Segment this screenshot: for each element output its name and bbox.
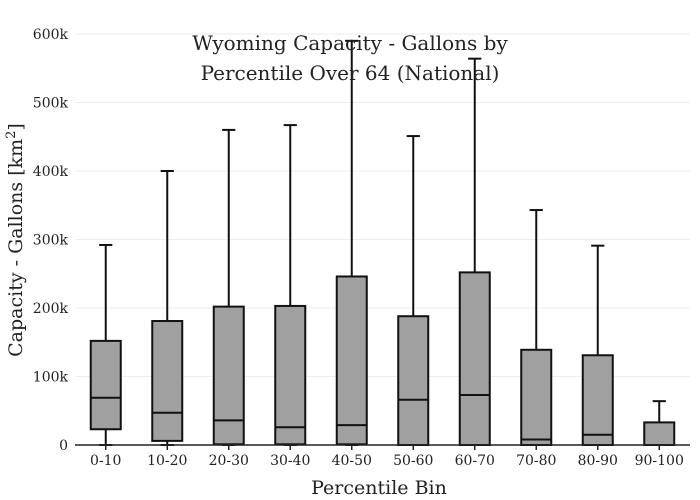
x-tick-label: 80-90	[578, 453, 618, 469]
box-80-90	[581, 244, 614, 447]
box-20-30	[212, 128, 245, 446]
box-40-50	[335, 39, 368, 446]
y-axis-title: Capacity - Gallons [km2]	[4, 123, 27, 357]
box-70-80	[520, 209, 553, 446]
x-tick-label: 90-100	[635, 453, 684, 469]
box-series	[89, 39, 676, 447]
iqr-box	[212, 305, 245, 446]
x-tick-labels: 0-10 10-20 20-30 30-40 40-50 50-60 60-70 70-80 8…	[90, 445, 684, 469]
x-tick-label: 60-70	[455, 453, 495, 469]
x-axis-title: Percentile Bin	[311, 477, 447, 499]
box-30-40	[274, 124, 307, 446]
x-tick-label: 30-40	[270, 453, 310, 469]
box-60-70	[458, 57, 491, 446]
chart-title-line-2: Percentile Over 64 (National)	[201, 61, 500, 85]
x-tick-label: 20-30	[209, 453, 249, 469]
box-10-20	[151, 170, 184, 446]
box-0-10	[89, 243, 122, 446]
y-tick-label: 200k	[33, 301, 69, 317]
iqr-box	[397, 315, 430, 446]
x-tick-label: 50-60	[393, 453, 433, 469]
iqr-box	[520, 348, 553, 446]
y-tick-label: 400k	[33, 164, 69, 180]
box-50-60	[397, 135, 430, 446]
iqr-box	[581, 354, 614, 447]
x-tick-label: 10-20	[147, 453, 187, 469]
iqr-box	[89, 339, 122, 431]
iqr-box	[335, 275, 368, 446]
x-tick-label: 70-80	[516, 453, 556, 469]
y-axis-title-end: ]	[5, 123, 27, 130]
y-tick-label: 100k	[33, 370, 69, 386]
iqr-box	[151, 320, 184, 442]
y-tick-label: 300k	[33, 233, 69, 249]
chart-title-line-1: Wyoming Capacity - Gallons by	[192, 31, 508, 55]
y-axis-title-main: Capacity - Gallons [km	[5, 139, 27, 357]
y-tick-label: 600k	[33, 27, 69, 43]
y-tick-label: 500k	[33, 96, 69, 112]
y-axis-title-superscript: 2	[4, 131, 19, 139]
box-90-100	[643, 400, 676, 446]
iqr-box	[643, 421, 676, 446]
y-tick-labels: 0 100k 200k 300k 400k 500k 600k	[33, 27, 69, 454]
y-tick-label: 0	[59, 438, 68, 454]
iqr-box	[458, 271, 491, 446]
x-tick-label: 0-10	[90, 453, 121, 469]
iqr-box	[274, 304, 307, 446]
x-tick-label: 40-50	[332, 453, 372, 469]
